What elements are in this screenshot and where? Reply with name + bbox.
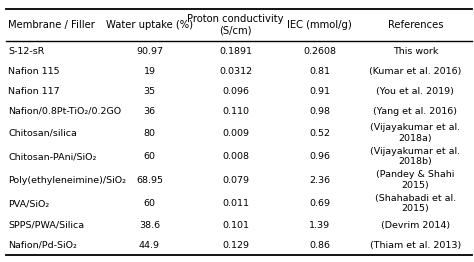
- Text: SPPS/PWA/Silica: SPPS/PWA/Silica: [9, 221, 84, 230]
- Text: Membrane / Filler: Membrane / Filler: [9, 20, 95, 30]
- Text: Chitosan-PAni/SiO₂: Chitosan-PAni/SiO₂: [9, 152, 97, 161]
- Text: 60: 60: [144, 152, 155, 161]
- Text: (Shahabadi et al.
2015): (Shahabadi et al. 2015): [375, 194, 456, 213]
- Text: 0.008: 0.008: [222, 152, 249, 161]
- Text: 36: 36: [144, 107, 155, 116]
- Text: 35: 35: [144, 87, 155, 96]
- Text: 0.98: 0.98: [309, 107, 330, 116]
- Text: (Vijayakumar et al.
2018a): (Vijayakumar et al. 2018a): [370, 123, 460, 143]
- Text: 60: 60: [144, 199, 155, 208]
- Text: References: References: [388, 20, 443, 30]
- Text: 0.96: 0.96: [309, 152, 330, 161]
- Text: (You et al. 2019): (You et al. 2019): [376, 87, 454, 96]
- Text: 1.39: 1.39: [309, 221, 330, 230]
- Text: 0.91: 0.91: [309, 87, 330, 96]
- Text: 0.009: 0.009: [222, 129, 249, 138]
- Text: Nafion/Pd-SiO₂: Nafion/Pd-SiO₂: [9, 241, 77, 250]
- Text: Water uptake (%): Water uptake (%): [106, 20, 193, 30]
- Text: Nafion 115: Nafion 115: [9, 67, 60, 76]
- Text: (Kumar et al. 2016): (Kumar et al. 2016): [369, 67, 462, 76]
- Text: (Yang et al. 2016): (Yang et al. 2016): [374, 107, 457, 116]
- Text: 68.95: 68.95: [136, 176, 163, 184]
- Text: IEC (mmol/g): IEC (mmol/g): [287, 20, 352, 30]
- Text: Proton conductivity
(S/cm): Proton conductivity (S/cm): [188, 14, 284, 36]
- Text: Chitosan/silica: Chitosan/silica: [9, 129, 77, 138]
- Text: 19: 19: [144, 67, 155, 76]
- Text: (Thiam et al. 2013): (Thiam et al. 2013): [370, 241, 461, 250]
- Text: Poly(ethyleneimine)/SiO₂: Poly(ethyleneimine)/SiO₂: [9, 176, 127, 184]
- Text: 90.97: 90.97: [136, 47, 163, 56]
- Text: S-12-sR: S-12-sR: [9, 47, 45, 56]
- Text: Nafion 117: Nafion 117: [9, 87, 60, 96]
- Text: 0.096: 0.096: [222, 87, 249, 96]
- Text: (Pandey & Shahi
2015): (Pandey & Shahi 2015): [376, 170, 455, 190]
- Text: Nafion/0.8Pt-TiO₂/0.2GO: Nafion/0.8Pt-TiO₂/0.2GO: [9, 107, 121, 116]
- Text: 0.0312: 0.0312: [219, 67, 252, 76]
- Text: 0.81: 0.81: [309, 67, 330, 76]
- Text: 0.52: 0.52: [309, 129, 330, 138]
- Text: 0.86: 0.86: [309, 241, 330, 250]
- Text: 38.6: 38.6: [139, 221, 160, 230]
- Text: PVA/SiO₂: PVA/SiO₂: [9, 199, 50, 208]
- Text: This work: This work: [392, 47, 438, 56]
- Text: (Vijayakumar et al.
2018b): (Vijayakumar et al. 2018b): [370, 147, 460, 166]
- Text: 0.079: 0.079: [222, 176, 249, 184]
- Text: 2.36: 2.36: [309, 176, 330, 184]
- Text: 0.011: 0.011: [222, 199, 249, 208]
- Text: (Devrim 2014): (Devrim 2014): [381, 221, 450, 230]
- Text: 0.1891: 0.1891: [219, 47, 252, 56]
- Text: 80: 80: [144, 129, 155, 138]
- Text: 0.2608: 0.2608: [303, 47, 336, 56]
- Text: 44.9: 44.9: [139, 241, 160, 250]
- Text: 0.101: 0.101: [222, 221, 249, 230]
- Text: 0.69: 0.69: [309, 199, 330, 208]
- Text: 0.110: 0.110: [222, 107, 249, 116]
- Text: 0.129: 0.129: [222, 241, 249, 250]
